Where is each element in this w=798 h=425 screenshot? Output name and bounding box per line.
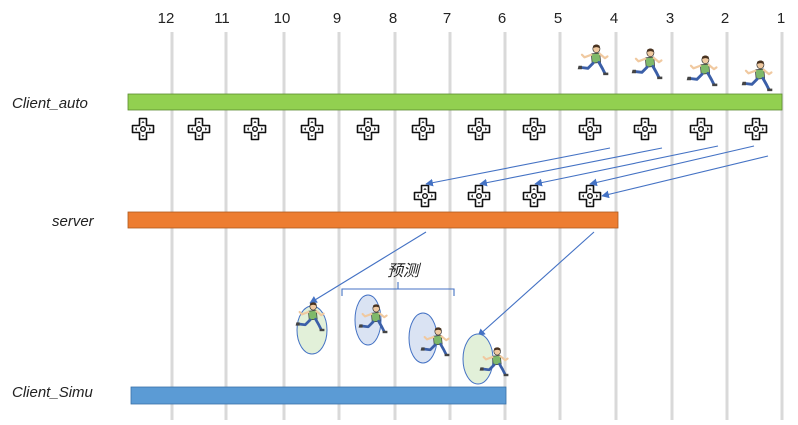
tick-label: 9 [333, 10, 341, 27]
upload-arrow [534, 145, 719, 187]
gamepad-dpad-icon [243, 117, 267, 141]
tick-label: 5 [554, 10, 562, 27]
gamepad-dpad-icon [356, 117, 380, 141]
gamepad-dpad-icon [578, 184, 602, 208]
tick-label: 12 [158, 10, 175, 27]
running-person-icon [685, 54, 719, 87]
upload-arrow [601, 155, 769, 199]
tick-label: 4 [610, 10, 618, 27]
client-auto-runners [576, 43, 774, 92]
tick-label: 2 [721, 10, 729, 27]
gamepad-dpad-icon [187, 117, 211, 141]
running-person-icon [576, 43, 610, 76]
server-label: server [52, 213, 95, 230]
gamepad-dpad-icon [689, 117, 713, 141]
gamepad-dpad-icon [578, 117, 602, 141]
prediction-label: 预测 [387, 262, 422, 280]
running-person-icon [740, 59, 774, 92]
gamepad-dpad-icon [744, 117, 768, 141]
gamepad-dpad-icon [467, 184, 491, 208]
gamepad-dpad-icon [522, 117, 546, 141]
tick-label: 11 [214, 10, 230, 27]
server-to-simu-arrows [309, 231, 595, 337]
tick-label: 10 [274, 10, 291, 27]
gamepad-dpad-icon [300, 117, 324, 141]
gamepad-dpad-icon [522, 184, 546, 208]
gamepad-dpad-icon [411, 117, 435, 141]
gamepad-dpad-icon [413, 184, 437, 208]
timeline-tick-labels: 12 11 10 9 8 7 6 5 4 3 2 1 [158, 10, 786, 27]
tick-label: 8 [389, 10, 397, 27]
tick-label: 3 [666, 10, 674, 27]
gamepad-dpad-icon [131, 117, 155, 141]
client-auto-label: Client_auto [12, 95, 88, 112]
client-simu-bar [130, 386, 507, 405]
running-person-icon [630, 47, 664, 80]
tick-label: 7 [443, 10, 451, 27]
tick-label: 6 [498, 10, 506, 27]
client-simu-states [294, 294, 510, 385]
gamepad-dpad-icon [467, 117, 491, 141]
client-simu-label: Client_Simu [12, 384, 94, 401]
gamepad-dpad-icon [633, 117, 657, 141]
server-input-row [413, 184, 602, 208]
client-auto-bar [127, 93, 783, 111]
server-bar [127, 211, 619, 229]
upload-arrow [589, 145, 755, 187]
broadcast-arrow [309, 231, 427, 304]
upload-arrow [425, 147, 611, 187]
prediction-bracket [341, 282, 455, 296]
tick-label: 1 [777, 10, 785, 27]
broadcast-arrow [477, 231, 595, 337]
upload-arrow [479, 147, 663, 187]
client-to-server-arrows [425, 145, 769, 199]
